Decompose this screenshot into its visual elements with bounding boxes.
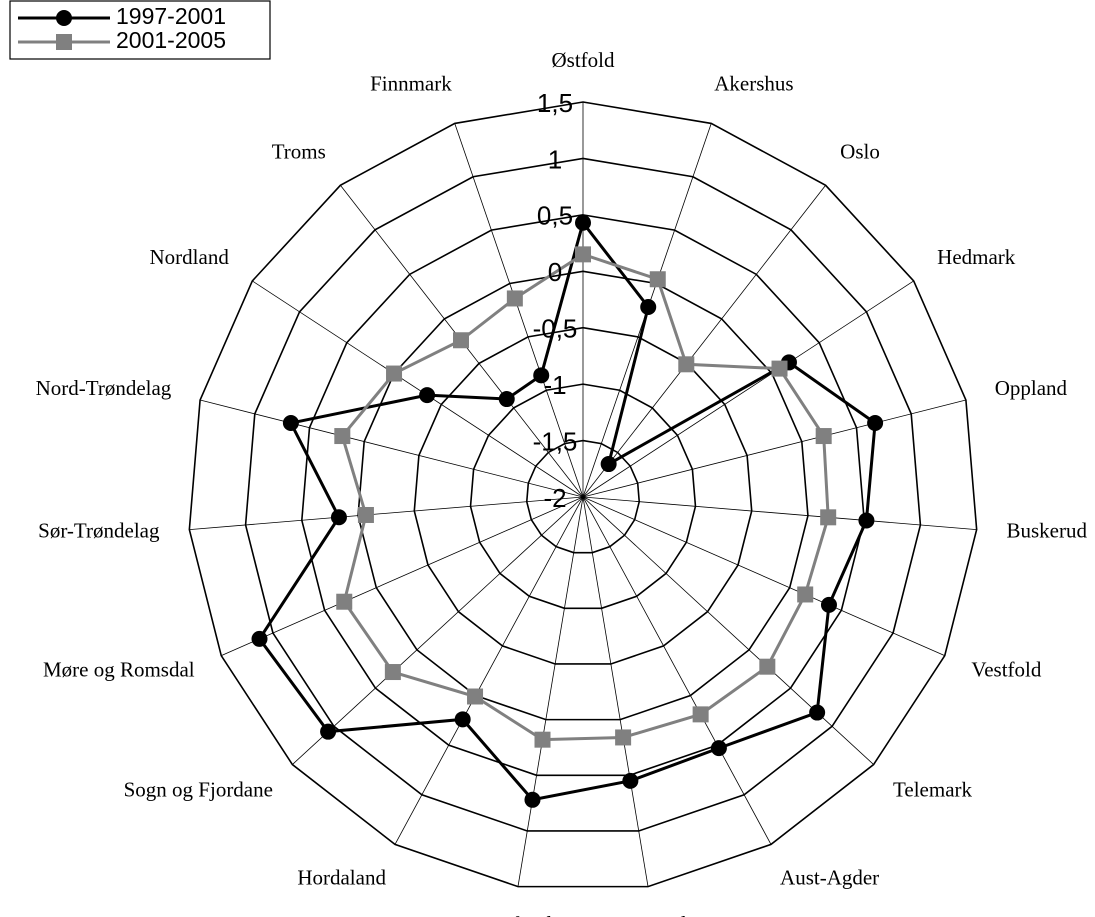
- spoke: [582, 496, 977, 531]
- marker: [600, 456, 617, 473]
- category-label: Hordaland: [297, 865, 386, 889]
- legend-marker: [56, 10, 72, 26]
- category-label: Vest-Agder: [607, 912, 703, 917]
- spoke: [517, 496, 584, 887]
- marker: [534, 731, 551, 748]
- marker: [797, 586, 814, 603]
- category-label: Nordland: [150, 245, 230, 269]
- marker: [622, 772, 639, 789]
- marker: [386, 365, 403, 382]
- marker: [506, 290, 523, 307]
- marker: [384, 664, 401, 681]
- marker: [533, 367, 550, 384]
- spoke: [454, 123, 584, 498]
- category-label: Telemark: [893, 777, 972, 801]
- marker: [498, 391, 515, 408]
- spoke: [252, 280, 584, 498]
- grid-ring: [301, 214, 865, 777]
- grid-ring: [413, 326, 753, 665]
- y-tick-label: 0,5: [537, 201, 573, 231]
- legend-label: 1997-2001: [116, 3, 226, 29]
- spoke: [582, 496, 649, 887]
- marker: [282, 415, 299, 432]
- marker: [330, 509, 347, 526]
- marker: [615, 729, 632, 746]
- category-label: Vestfold: [971, 658, 1041, 682]
- marker: [575, 214, 591, 231]
- marker: [452, 332, 469, 349]
- y-tick-label: -0,5: [533, 314, 578, 344]
- y-tick-label: 0: [548, 257, 562, 287]
- marker: [771, 360, 788, 377]
- marker: [336, 593, 353, 610]
- marker: [678, 356, 695, 373]
- spoke: [582, 496, 772, 845]
- marker: [320, 723, 337, 740]
- marker: [815, 428, 832, 445]
- marker: [820, 596, 837, 613]
- category-label: Nord-Trøndelag: [36, 376, 172, 400]
- marker: [809, 704, 826, 721]
- grid-ring: [357, 270, 809, 721]
- grid-ring: [188, 101, 978, 888]
- category-label: Sør-Trøndelag: [38, 519, 160, 543]
- category-label: Oslo: [840, 140, 880, 164]
- y-tick-label: -1,5: [533, 426, 578, 456]
- spoke: [582, 399, 967, 498]
- marker: [820, 509, 837, 526]
- series-line: [340, 252, 830, 742]
- marker: [692, 706, 709, 723]
- marker: [710, 740, 727, 757]
- y-tick-label: -2: [543, 483, 566, 513]
- grid-ring: [525, 439, 641, 554]
- category-label: Troms: [272, 140, 326, 164]
- spoke: [582, 496, 874, 765]
- spoke: [582, 280, 914, 498]
- category-label: Hedmark: [937, 245, 1016, 269]
- marker: [858, 512, 875, 529]
- category-label: Rogaland: [471, 912, 552, 917]
- category-label: Møre og Romsdal: [43, 658, 195, 682]
- marker: [649, 271, 666, 288]
- category-label: Oppland: [995, 376, 1068, 400]
- series-line: [257, 219, 877, 802]
- grid-ring: [244, 157, 922, 832]
- grid-ring: [469, 383, 697, 610]
- marker: [357, 506, 374, 523]
- category-label: Østfold: [552, 48, 616, 72]
- spoke: [582, 496, 945, 657]
- marker: [524, 791, 541, 808]
- marker: [419, 387, 436, 404]
- category-label: Akershus: [714, 71, 793, 95]
- marker: [867, 415, 884, 432]
- spoke: [221, 496, 584, 657]
- spoke: [394, 496, 584, 845]
- marker: [467, 688, 484, 705]
- spoke: [582, 185, 826, 498]
- marker: [251, 630, 268, 647]
- marker: [640, 298, 657, 315]
- y-tick-label: 1,5: [537, 88, 573, 118]
- marker: [759, 658, 776, 675]
- category-label: Sogn og Fjordane: [124, 777, 273, 801]
- legend-marker: [56, 34, 72, 50]
- category-label: Aust-Agder: [780, 865, 879, 889]
- spoke: [189, 496, 584, 531]
- legend-label: 2001-2005: [116, 27, 226, 53]
- marker: [454, 711, 471, 728]
- marker: [334, 428, 351, 445]
- category-label: Finnmark: [370, 71, 452, 95]
- spoke: [292, 496, 584, 765]
- y-tick-label: -1: [543, 370, 566, 400]
- spoke: [199, 399, 584, 498]
- y-tick-label: 1: [548, 144, 562, 174]
- marker: [575, 246, 591, 263]
- legend-box: [9, 0, 271, 60]
- category-label: Buskerud: [1007, 519, 1088, 543]
